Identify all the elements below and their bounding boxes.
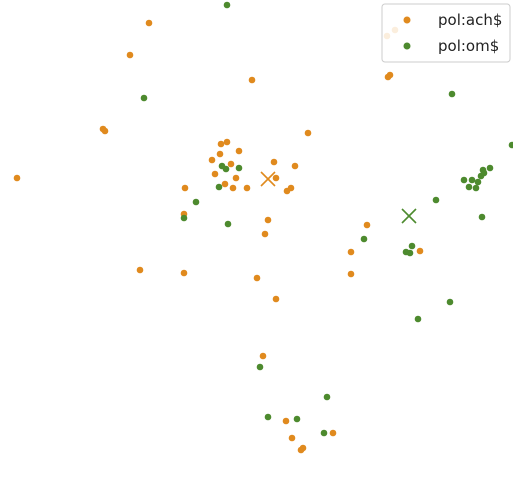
scatter-point-series-1 [227, 160, 235, 168]
scatter-point-series-1 [248, 76, 256, 84]
scatter-point-series-2 [508, 141, 513, 149]
scatter-point-series-2 [323, 393, 331, 401]
scatter-point-series-1 [99, 125, 107, 133]
scatter-point-series-1 [211, 170, 219, 178]
scatter-point-series-2 [446, 298, 454, 306]
scatter-point-series-2 [293, 415, 301, 423]
scatter-point-series-1 [232, 174, 240, 182]
scatter-point-series-2 [468, 176, 476, 184]
scatter-point-series-1 [272, 295, 280, 303]
scatter-point-series-2 [460, 176, 468, 184]
legend-label-series-1: pol:ach$ [438, 11, 502, 29]
points-layer [13, 1, 513, 454]
scatter-point-series-2 [406, 249, 414, 257]
scatter-point-series-1 [217, 140, 225, 148]
centroid-marker-series-2 [401, 208, 417, 224]
scatter-point-series-1 [264, 216, 272, 224]
scatter-point-series-2 [192, 198, 200, 206]
scatter-point-series-2 [235, 164, 243, 172]
scatter-point-series-1 [287, 184, 295, 192]
scatter-point-series-1 [180, 269, 188, 277]
legend-marker-series-2 [403, 42, 411, 50]
scatter-point-series-2 [215, 183, 223, 191]
scatter-point-series-1 [259, 352, 267, 360]
scatter-point-series-1 [282, 417, 290, 425]
scatter-point-series-1 [181, 184, 189, 192]
scatter-point-series-1 [270, 158, 278, 166]
scatter-point-series-1 [223, 138, 231, 146]
scatter-point-series-1 [272, 174, 280, 182]
scatter-point-series-1 [136, 266, 144, 274]
scatter-point-series-1 [145, 19, 153, 27]
scatter-point-series-2 [264, 413, 272, 421]
scatter-point-series-2 [360, 235, 368, 243]
scatter-point-series-2 [223, 1, 231, 9]
scatter-point-series-2 [465, 183, 473, 191]
scatter-point-series-1 [126, 51, 134, 59]
scatter-point-series-1 [304, 129, 312, 137]
legend-label-series-2: pol:om$ [438, 37, 499, 55]
scatter-point-series-2 [408, 242, 416, 250]
scatter-point-series-1 [208, 156, 216, 164]
scatter-point-series-1 [253, 274, 261, 282]
scatter-point-series-1 [347, 270, 355, 278]
scatter-point-series-1 [416, 247, 424, 255]
centroid-marker-series-1 [260, 171, 276, 187]
scatter-point-series-1 [347, 248, 355, 256]
scatter-point-series-1 [221, 180, 229, 188]
scatter-point-series-2 [474, 178, 482, 186]
scatter-point-series-1 [299, 444, 307, 452]
scatter-point-series-1 [291, 162, 299, 170]
scatter-point-series-1 [329, 429, 337, 437]
scatter-point-series-1 [288, 434, 296, 442]
legend: pol:ach$ pol:om$ [381, 3, 511, 63]
legend-frame [381, 3, 511, 63]
scatter-point-series-1 [243, 184, 251, 192]
scatter-point-series-2 [486, 164, 494, 172]
scatter-point-series-2 [478, 213, 486, 221]
scatter-point-series-2 [320, 429, 328, 437]
scatter-point-series-2 [180, 214, 188, 222]
scatter-point-series-2 [140, 94, 148, 102]
scatter-point-series-2 [472, 184, 480, 192]
scatter-point-series-2 [432, 196, 440, 204]
scatter-point-series-2 [256, 363, 264, 371]
scatter-point-series-2 [480, 169, 488, 177]
scatter-point-series-1 [229, 184, 237, 192]
legend-marker-series-1 [403, 16, 411, 24]
scatter-point-series-2 [448, 90, 456, 98]
scatter-point-series-1 [235, 147, 243, 155]
scatter-point-series-1 [363, 221, 371, 229]
scatter-point-series-1 [386, 71, 394, 79]
scatter-point-series-1 [261, 230, 269, 238]
scatter-point-series-2 [218, 162, 226, 170]
centroid-layer [260, 171, 417, 224]
scatter-point-series-1 [13, 174, 21, 182]
scatter-point-series-1 [216, 150, 224, 158]
scatter-point-series-2 [224, 220, 232, 228]
scatter-point-series-2 [414, 315, 422, 323]
